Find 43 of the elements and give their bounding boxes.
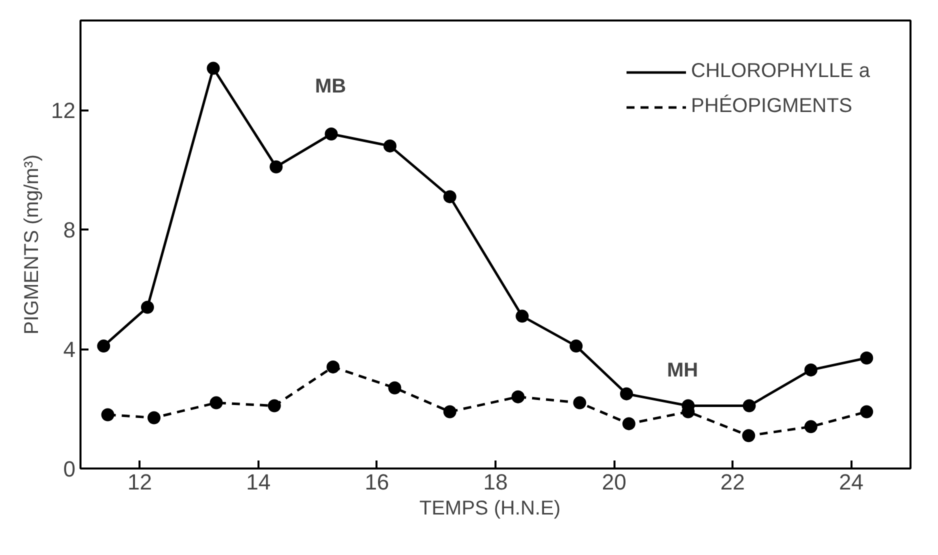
x-tick-label: 14 — [246, 470, 271, 494]
x-tick-label: 22 — [720, 470, 745, 494]
point — [620, 387, 634, 400]
point — [443, 405, 456, 418]
point — [570, 340, 583, 353]
legend-label: CHLOROPHYLLE a — [691, 60, 870, 83]
point — [268, 399, 281, 412]
y-axis-title: PIGMENTS (mg/m³) — [21, 154, 44, 334]
point — [573, 396, 586, 410]
point — [97, 340, 110, 353]
y-tick-label: 0 — [63, 456, 76, 482]
point — [742, 399, 756, 412]
point — [140, 300, 154, 314]
point — [210, 396, 223, 410]
legend-label: PHÉOPIGMENTS — [691, 95, 852, 118]
y-tick-label: 8 — [63, 218, 76, 243]
annotation: MH — [666, 360, 698, 382]
y-tick-label: 4 — [63, 337, 76, 362]
point — [443, 190, 456, 204]
point — [388, 381, 402, 394]
point — [804, 420, 818, 434]
point — [324, 128, 338, 140]
point — [516, 310, 529, 323]
y-tick-label: 12 — [51, 98, 76, 124]
x-tick-label: 18 — [483, 470, 508, 494]
point — [742, 429, 756, 442]
annotation: MB — [314, 76, 346, 98]
point — [512, 390, 525, 404]
point — [622, 417, 636, 430]
point — [270, 160, 283, 174]
x-tick-label: 12 — [128, 470, 152, 494]
x-axis-title: TEMPS (H.N.E) — [419, 498, 561, 520]
point — [326, 360, 340, 374]
x-tick-label: 16 — [364, 470, 390, 494]
point — [860, 352, 874, 364]
point — [101, 408, 114, 422]
point — [860, 405, 874, 418]
x-tick-label: 20 — [602, 470, 626, 494]
x-tick-label: 24 — [838, 470, 864, 494]
point — [383, 139, 396, 152]
point — [148, 411, 161, 424]
point — [206, 62, 220, 75]
point — [804, 363, 818, 376]
